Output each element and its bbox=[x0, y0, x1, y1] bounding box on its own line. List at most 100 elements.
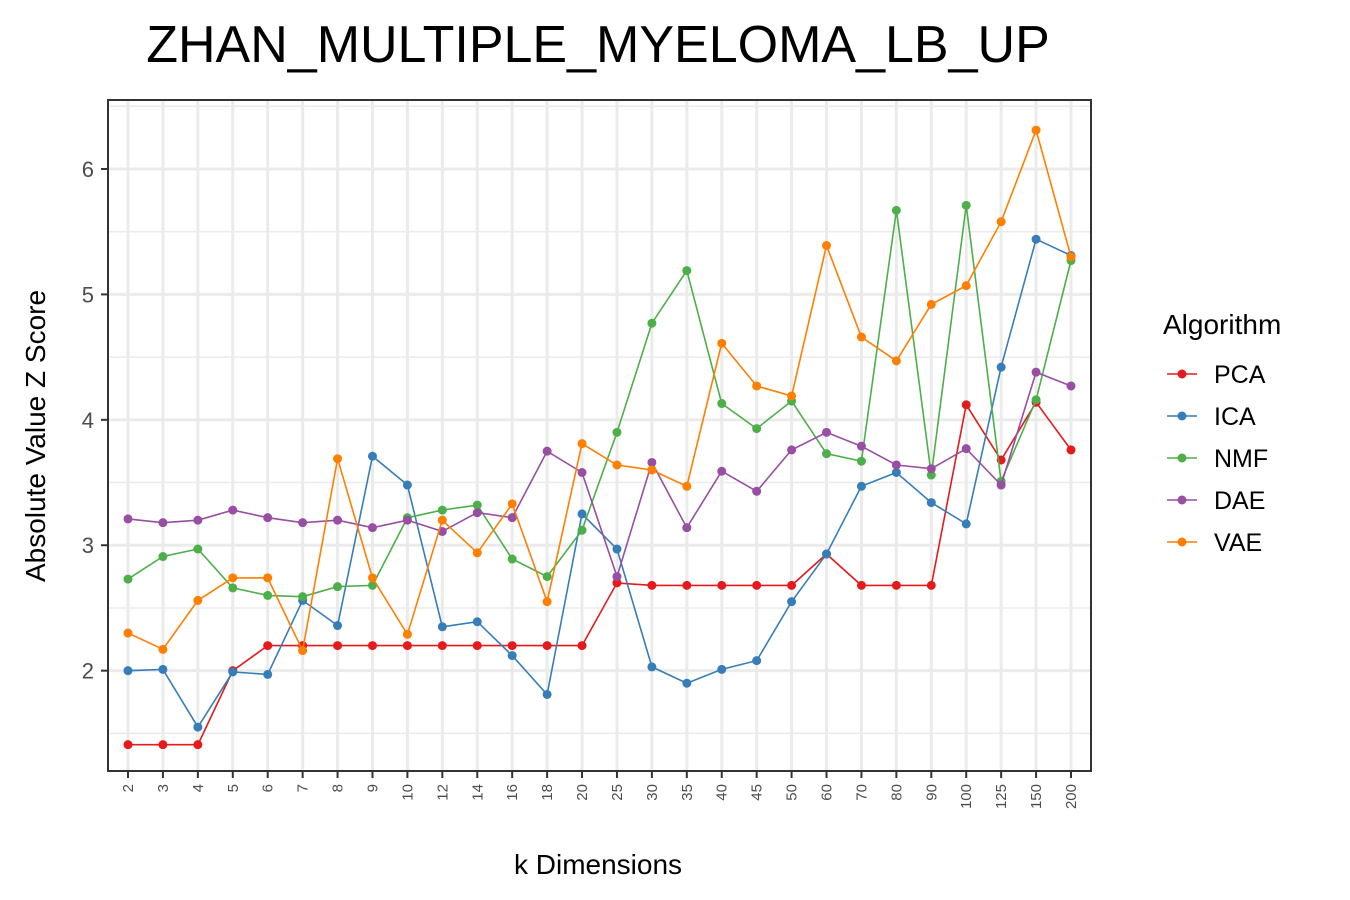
data-point-ica bbox=[577, 509, 587, 519]
data-point-dae bbox=[123, 514, 133, 524]
data-point-ica bbox=[647, 662, 657, 672]
data-point-vae bbox=[787, 391, 797, 401]
data-point-dae bbox=[996, 480, 1006, 490]
data-point-nmf bbox=[158, 552, 168, 562]
y-tick-label: 2 bbox=[82, 659, 94, 684]
x-axis: 2 3 4 5 6 7 8 9 10 12 14 16 18 20 25 30 35 40 45 50 60 70 80 90… bbox=[120, 771, 1080, 809]
data-point-ica bbox=[856, 481, 866, 491]
data-point-nmf bbox=[717, 399, 727, 409]
x-tick-label: 200 bbox=[1063, 784, 1080, 809]
series-line-pca bbox=[128, 400, 1072, 746]
data-point-vae bbox=[228, 573, 238, 583]
data-point-vae bbox=[752, 381, 762, 391]
data-point-pca bbox=[682, 580, 692, 590]
data-point-ica bbox=[752, 656, 762, 666]
legend-item-pca: PCA bbox=[1167, 361, 1266, 389]
x-tick-label: 35 bbox=[679, 784, 696, 801]
data-point-dae bbox=[228, 505, 238, 515]
data-point-nmf bbox=[472, 500, 482, 510]
data-point-dae bbox=[193, 515, 203, 525]
data-point-vae bbox=[263, 573, 273, 583]
data-point-vae bbox=[333, 454, 343, 464]
x-tick-label: 2 bbox=[120, 784, 137, 792]
data-point-pca bbox=[787, 580, 797, 590]
data-point-pca bbox=[752, 580, 762, 590]
legend-item-ica: ICA bbox=[1167, 403, 1256, 431]
y-tick-label: 4 bbox=[82, 408, 94, 433]
data-point-nmf bbox=[542, 572, 552, 582]
series-pca bbox=[123, 397, 1076, 750]
data-point-pca bbox=[542, 641, 552, 651]
data-point-nmf bbox=[822, 449, 832, 459]
data-point-nmf bbox=[333, 582, 343, 592]
data-point-nmf bbox=[682, 266, 692, 276]
data-point-ica bbox=[822, 549, 832, 559]
series-layer bbox=[123, 125, 1076, 750]
x-tick-label: 90 bbox=[923, 784, 940, 801]
data-point-nmf bbox=[437, 505, 447, 515]
data-point-ica bbox=[228, 667, 238, 677]
data-point-vae bbox=[717, 338, 727, 348]
data-point-pca bbox=[577, 641, 587, 651]
legend-label: ICA bbox=[1214, 403, 1256, 431]
data-point-nmf bbox=[1031, 395, 1041, 405]
data-point-ica bbox=[367, 451, 377, 461]
series-nmf bbox=[123, 200, 1076, 602]
data-point-pca bbox=[402, 641, 412, 651]
data-point-nmf bbox=[891, 205, 901, 215]
data-point-dae bbox=[542, 446, 552, 456]
chart-title: ZHAN_MULTIPLE_MYELOMA_LB_UP bbox=[146, 16, 1050, 74]
data-point-dae bbox=[891, 460, 901, 470]
x-tick-label: 80 bbox=[888, 784, 905, 801]
x-tick-label: 7 bbox=[295, 784, 312, 792]
series-vae bbox=[123, 125, 1076, 656]
data-point-dae bbox=[822, 427, 832, 437]
data-point-dae bbox=[752, 486, 762, 496]
data-point-dae bbox=[647, 457, 657, 467]
data-point-ica bbox=[996, 362, 1006, 372]
series-line-nmf bbox=[127, 205, 1072, 598]
legend-key-point bbox=[1177, 411, 1187, 421]
data-point-pca bbox=[472, 641, 482, 651]
data-point-dae bbox=[472, 508, 482, 518]
data-point-dae bbox=[507, 513, 517, 523]
x-tick-label: 18 bbox=[539, 784, 556, 801]
data-point-pca bbox=[612, 578, 622, 588]
data-point-vae bbox=[123, 628, 133, 638]
x-tick-label: 9 bbox=[364, 784, 381, 792]
legend-label: PCA bbox=[1214, 361, 1266, 389]
data-point-pca bbox=[193, 740, 203, 750]
data-point-nmf bbox=[856, 456, 866, 466]
data-point-dae bbox=[367, 523, 377, 533]
data-point-ica bbox=[891, 467, 901, 477]
legend-key-point bbox=[1177, 369, 1187, 379]
data-point-pca bbox=[367, 641, 377, 651]
data-point-ica bbox=[926, 498, 936, 508]
data-point-pca bbox=[437, 641, 447, 651]
data-point-ica bbox=[333, 621, 343, 631]
data-point-nmf bbox=[752, 424, 762, 434]
y-tick-label: 3 bbox=[82, 533, 94, 558]
data-point-ica bbox=[787, 597, 797, 607]
data-point-pca bbox=[856, 580, 866, 590]
data-point-dae bbox=[402, 515, 412, 525]
legend-item-dae: DAE bbox=[1167, 487, 1265, 515]
legend-key-point bbox=[1177, 453, 1187, 463]
data-point-nmf bbox=[577, 525, 587, 535]
plot-background bbox=[108, 100, 1091, 771]
legend-label: NMF bbox=[1214, 445, 1268, 473]
x-tick-label: 6 bbox=[260, 784, 277, 792]
data-point-vae bbox=[926, 299, 936, 309]
data-point-vae bbox=[961, 281, 971, 291]
series-line-dae bbox=[127, 371, 1072, 580]
x-tick-label: 150 bbox=[1028, 784, 1045, 809]
legend-label: DAE bbox=[1214, 487, 1265, 515]
data-point-dae bbox=[1031, 367, 1041, 377]
data-point-dae bbox=[961, 444, 971, 454]
data-point-vae bbox=[682, 481, 692, 491]
x-axis-title: k Dimensions bbox=[514, 849, 682, 880]
x-tick-label: 5 bbox=[225, 784, 242, 792]
legend-key-point bbox=[1177, 537, 1187, 547]
data-point-vae bbox=[822, 240, 832, 250]
